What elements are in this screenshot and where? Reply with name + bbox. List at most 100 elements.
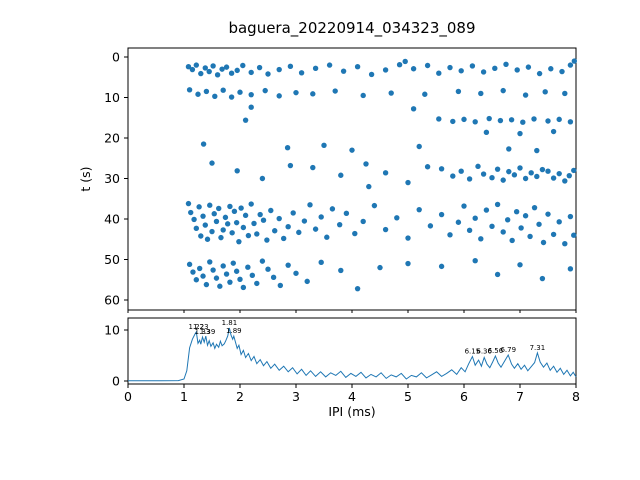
scatter-point (223, 64, 230, 70)
scatter-point (461, 116, 467, 123)
scatter-point (450, 173, 456, 179)
scatter-point (483, 129, 490, 136)
scatter-point (517, 262, 523, 268)
peak-annotation: 1.81 (222, 319, 238, 327)
scatter-point (298, 70, 305, 76)
scatter-point (402, 58, 408, 65)
tick-label: 0 (124, 389, 132, 404)
scatter-point (371, 202, 378, 209)
scatter-point (336, 221, 343, 228)
scatter-point (209, 160, 215, 166)
scatter-point (332, 88, 338, 94)
scatter-point (525, 64, 532, 70)
peak-annotation: 6.15 (465, 348, 481, 356)
scatter-point (571, 58, 578, 64)
scatter-point (416, 143, 422, 150)
scatter-point (447, 64, 453, 71)
scatter-point (188, 209, 194, 216)
scatter-point (494, 166, 501, 172)
scatter-point (360, 218, 366, 225)
peak-annotation: 6.56 (488, 347, 504, 355)
scatter-point (242, 117, 249, 123)
scatter-point (556, 116, 562, 123)
scatter-point (571, 167, 577, 174)
scatter-point (193, 62, 200, 68)
peak-annotation: 6.36 (476, 348, 492, 356)
scatter-point (185, 200, 192, 207)
scatter-point (240, 224, 247, 231)
scatter-point (450, 118, 456, 125)
scatter-point (455, 219, 462, 225)
scatter-point (262, 87, 268, 94)
scatter-point (329, 206, 336, 212)
scatter-point (489, 174, 495, 181)
scatter-point (527, 233, 533, 240)
scatter-point (396, 61, 403, 68)
scatter-point (534, 173, 540, 180)
scatter-point (539, 166, 546, 173)
scatter-point (424, 164, 431, 170)
scatter-point (566, 172, 572, 179)
scatter-point (517, 165, 523, 171)
scatter-point (540, 239, 547, 246)
scatter-point (245, 232, 252, 239)
line-xtick-group: 0 1 2 3 4 5 6 7 8 (124, 384, 580, 404)
scatter-point (416, 206, 422, 213)
scatter-point (472, 258, 478, 264)
scatter-point (506, 146, 512, 152)
scatter-point (229, 230, 235, 236)
scatter-point (354, 64, 361, 70)
scatter-point (508, 117, 515, 123)
scatter-xtick-group (127, 310, 577, 313)
scatter-point (236, 238, 242, 245)
scatter-point (223, 271, 230, 277)
scatter-point (405, 260, 411, 267)
scatter-point (531, 116, 537, 122)
scatter-point (196, 265, 203, 272)
tick-label: 0 (112, 50, 120, 65)
scatter-point (259, 175, 266, 182)
scatter-point (206, 68, 212, 75)
scatter-point (186, 87, 193, 93)
scatter-point (285, 223, 291, 230)
scatter-point (503, 61, 509, 67)
scatter-point (264, 237, 270, 243)
figure-title: baguera_20220914_034323_089 (228, 19, 475, 38)
scatter-point (382, 226, 389, 233)
scatter-point (240, 62, 246, 69)
scatter-point (410, 66, 417, 72)
tick-label: 5 (404, 389, 412, 404)
scatter-point (548, 66, 554, 72)
peak-annotation: 1.39 (200, 328, 216, 336)
scatter-point (550, 128, 557, 135)
tick-label: 20 (104, 131, 120, 146)
scatter-point (567, 62, 574, 68)
scatter-point (220, 87, 226, 93)
scatter-point (256, 64, 263, 71)
scatter-point (545, 211, 551, 217)
scatter-point (545, 118, 551, 124)
scatter-point (257, 211, 263, 218)
line-series (128, 327, 577, 382)
scatter-point (233, 219, 240, 226)
scatter-point (301, 218, 308, 224)
scatter-point (377, 264, 383, 271)
scatter-point (531, 204, 538, 211)
scatter-point (472, 215, 478, 221)
scatter-point (224, 221, 231, 227)
scatter-points-group (185, 58, 578, 292)
scatter-point (270, 274, 277, 281)
scatter-point (534, 147, 540, 154)
scatter-point (424, 62, 431, 69)
peak-annotation: 1.23 (193, 323, 209, 331)
scatter-point (438, 211, 445, 218)
scatter-point (571, 232, 577, 238)
peak-annotation: 7.31 (530, 344, 546, 352)
scatter-point (251, 220, 257, 227)
tick-label: 10 (104, 90, 120, 105)
scatter-point (249, 272, 256, 278)
scatter-point (231, 208, 238, 215)
scatter-point (475, 163, 481, 170)
scatter-point (500, 177, 506, 183)
scatter-point (368, 71, 375, 78)
